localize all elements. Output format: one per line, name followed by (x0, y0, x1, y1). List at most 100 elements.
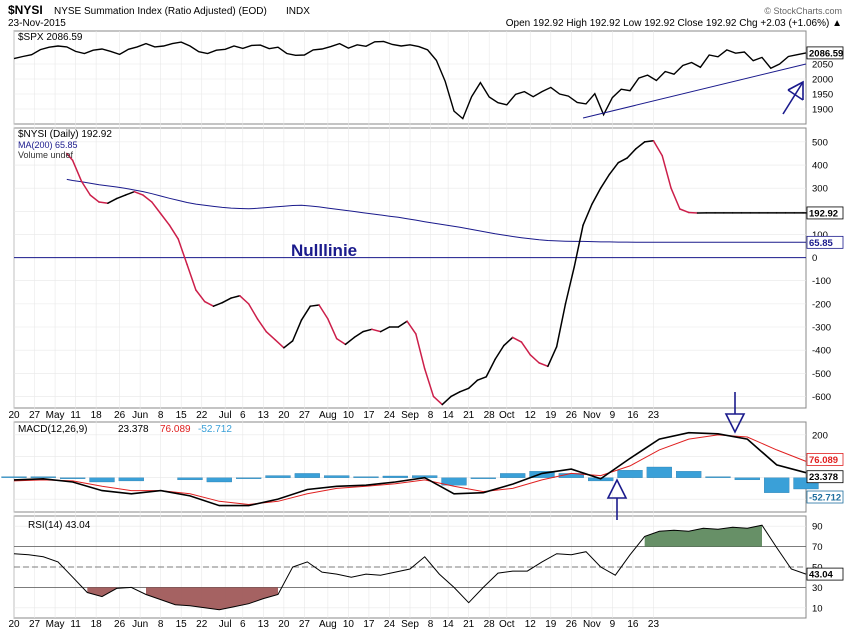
price-last-label: 2086.59 (809, 48, 843, 59)
nysi-segment (670, 187, 681, 210)
nysi-segment (344, 336, 356, 346)
macd-hist-bar (236, 477, 262, 479)
x-tick-label: 17 (363, 410, 375, 421)
price-trendline (582, 63, 807, 119)
nysi-segment (195, 289, 206, 303)
x-tick-label: 22 (196, 619, 208, 630)
y-tick-label: 1900 (812, 105, 833, 116)
nysi-segment (230, 295, 241, 299)
macd-hist-bar (89, 477, 115, 483)
nysi-segment (599, 173, 611, 189)
ma200-line (66, 178, 806, 243)
x-tick-label: 26 (566, 619, 578, 630)
nysi-segment (124, 190, 136, 196)
nysi-segment (300, 305, 312, 321)
nysi-segment (661, 155, 672, 189)
x-tick-label: 8 (428, 410, 434, 421)
nysi-last-label-box (806, 206, 844, 220)
y-tick-label: 30 (812, 583, 823, 594)
y-tick-label: -500 (812, 369, 831, 380)
x-tick-label: 26 (114, 619, 126, 630)
nysi-segment (582, 203, 593, 226)
nysi-last-label: 192.92 (809, 208, 838, 219)
nysi-segment (643, 139, 655, 143)
nysi-segment (441, 395, 452, 406)
x-tick-label: 21 (463, 619, 475, 630)
macd-hist-bar (1, 476, 27, 478)
x-tick-label: Oct (499, 619, 515, 630)
nysi-segment (591, 187, 602, 206)
rsi-legend: RSI(14) 43.04 (28, 520, 91, 531)
x-tick-label: Nov (583, 410, 601, 421)
x-tick-label: Jul (219, 619, 232, 630)
nysi-segment (573, 224, 584, 268)
nysi-segment (159, 212, 171, 226)
rsi-last-label-box (806, 567, 844, 581)
macd-last-label: -52.712 (809, 493, 841, 504)
x-tick-label: Jul (219, 410, 232, 421)
macd-hist-bar (294, 473, 320, 478)
nysi-segment (617, 157, 628, 164)
nysi-segment (564, 266, 576, 305)
rsi-line (13, 524, 807, 611)
nysi-segment (406, 320, 417, 335)
x-tick-label: 6 (240, 410, 246, 421)
nysi-segment (547, 345, 558, 368)
x-tick-label: 28 (484, 619, 496, 630)
x-tick-label: Sep (401, 410, 419, 421)
x-tick-label: Oct (499, 410, 515, 421)
macd-line (13, 431, 807, 507)
nysi-segment (212, 301, 224, 307)
watermark: © StockCharts.com (764, 6, 842, 16)
x-tick-label: 24 (384, 410, 396, 421)
macd-hist-bar (529, 471, 555, 478)
nysi-segment (142, 194, 153, 203)
macd-buy-arrow (606, 478, 628, 520)
x-tick-label: 26 (114, 410, 126, 421)
nysi-segment (652, 139, 664, 157)
nysi-segment (186, 263, 197, 291)
nysi-segment (415, 333, 426, 370)
nysi-segment (133, 190, 144, 196)
macd-hist-bar (177, 477, 203, 481)
nysi-segment (379, 326, 391, 333)
nysi-segment (256, 318, 268, 333)
y-tick-label: 2050 (812, 60, 833, 71)
x-tick-label: 11 (70, 619, 81, 630)
rsi-oversold-fill (146, 587, 278, 610)
x-tick-label: 27 (29, 619, 41, 630)
macd-hist-bar (676, 471, 702, 478)
macd-hist-bar (617, 470, 643, 478)
nysi-segment (635, 141, 646, 150)
x-tick-label: 13 (258, 410, 270, 421)
y-tick-label: -300 (812, 323, 831, 334)
x-tick-label: 27 (299, 410, 311, 421)
nysi-segment (362, 328, 373, 333)
nysi-segment (265, 330, 276, 341)
nysi-segment (71, 159, 83, 182)
x-tick-label: May (46, 619, 65, 630)
y-tick-label: -600 (812, 392, 831, 403)
nysi-segment (327, 318, 338, 340)
summation-panel: 5004003002001000-100-200-300-400-500-600… (14, 137, 844, 406)
nysi-segment (626, 148, 637, 159)
ma-last-label: 65.85 (809, 238, 833, 249)
macd-hist-bar (500, 473, 526, 478)
x-tick-label: Aug (319, 410, 337, 421)
nysi-segment (115, 194, 127, 200)
x-tick-label: 10 (343, 410, 355, 421)
nysi-segment (318, 304, 329, 320)
y-tick-label: 100 (812, 230, 828, 241)
macd-hist-bar (353, 476, 379, 478)
ma-legend: MA(200) 65.85 (18, 140, 78, 150)
nysi-segment (203, 300, 215, 307)
y-tick-label: -100 (812, 276, 831, 287)
y-tick-label: 400 (812, 161, 828, 172)
nysi-segment (485, 358, 496, 378)
spx-price-line (13, 40, 807, 120)
x-tick-label: 20 (8, 619, 20, 630)
nysi-segment (274, 338, 285, 349)
nysi-segment (494, 344, 505, 361)
macd-hist-bar (30, 476, 56, 478)
